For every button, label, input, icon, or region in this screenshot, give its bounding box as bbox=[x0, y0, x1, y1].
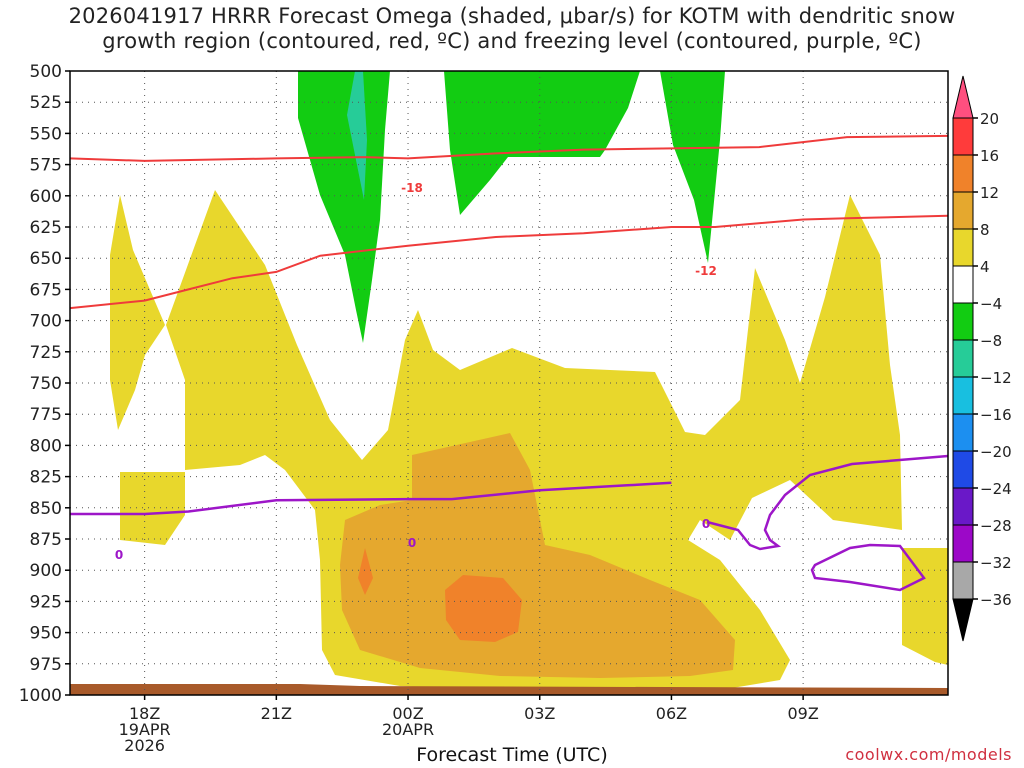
frz-label-3: 0 bbox=[702, 517, 710, 531]
x-tick-label-00Z: 00Z bbox=[392, 704, 423, 723]
y-tick-label-950: 950 bbox=[30, 624, 62, 644]
colorbar-top-arrow bbox=[952, 75, 974, 119]
colorbar-label-13: −36 bbox=[980, 591, 1012, 609]
dgz-label-bg-18 bbox=[398, 181, 426, 195]
colorbar-swatch-2 bbox=[952, 154, 974, 193]
y-tick-label-700: 700 bbox=[30, 312, 62, 332]
y-axis: 500 525 550 575 600 625 650 675 700 725 750 775 800 8… bbox=[19, 62, 70, 706]
dgz-contour-minus18 bbox=[69, 134, 949, 162]
colorbar-swatch-8 bbox=[952, 376, 974, 415]
colorbar-label-0: 20 bbox=[980, 110, 999, 128]
freezing-level-loop-b bbox=[810, 543, 926, 592]
colorbar: 20 16 12 8 4 −4 −8 −12 −16 −20 −24 −28 −32 −36 bbox=[952, 75, 1012, 642]
y-tick-label-1000: 1000 bbox=[19, 686, 62, 706]
x-tick-label-03Z: 03Z bbox=[524, 704, 555, 723]
y-tick-label-650: 650 bbox=[30, 249, 62, 269]
colorbar-label-5: −4 bbox=[980, 295, 1002, 313]
y-tick-label-900: 900 bbox=[30, 561, 62, 581]
gridlines bbox=[70, 71, 948, 695]
x-tick-label-21Z: 21Z bbox=[261, 704, 292, 723]
y-tick-label-825: 825 bbox=[30, 468, 62, 488]
y-tick-label-975: 975 bbox=[30, 655, 62, 675]
y-tick-label-675: 675 bbox=[30, 280, 62, 300]
colorbar-swatch-1 bbox=[952, 117, 974, 156]
colorbar-swatch-10 bbox=[952, 450, 974, 489]
omega-band-4-8 bbox=[110, 190, 948, 690]
colorbar-label-3: 8 bbox=[980, 221, 990, 239]
colorbar-swatch-9 bbox=[952, 413, 974, 452]
title-line-2: growth region (contoured, red, ºC) and f… bbox=[102, 29, 922, 53]
y-tick-label-925: 925 bbox=[30, 592, 62, 612]
contour-labels: -18 -12 0 0 0 bbox=[115, 181, 720, 562]
y-tick-label-800: 800 bbox=[30, 436, 62, 456]
colorbar-label-4: 4 bbox=[980, 258, 990, 276]
y-tick-label-575: 575 bbox=[30, 156, 62, 176]
ground-band bbox=[70, 684, 948, 695]
colorbar-label-2: 12 bbox=[980, 184, 999, 202]
dgz-label-minus18: -18 bbox=[401, 181, 423, 195]
colorbar-bottom-arrow bbox=[952, 598, 974, 642]
colorbar-label-8: −16 bbox=[980, 406, 1012, 424]
colorbar-swatch-12 bbox=[952, 524, 974, 563]
colorbar-label-9: −20 bbox=[980, 443, 1012, 461]
x-axis-label: Forecast Time (UTC) bbox=[416, 744, 608, 766]
dgz-label-bg-12 bbox=[692, 264, 720, 278]
x-tick-label-06Z: 06Z bbox=[656, 704, 687, 723]
colorbar-label-6: −8 bbox=[980, 332, 1002, 350]
frz-label-1: 0 bbox=[115, 548, 123, 562]
colorbar-swatch-5 bbox=[952, 265, 974, 304]
colorbar-swatch-4 bbox=[952, 228, 974, 267]
y-tick-label-550: 550 bbox=[30, 124, 62, 144]
y-tick-label-850: 850 bbox=[30, 499, 62, 519]
colorbar-swatch-13 bbox=[952, 561, 974, 600]
y-tick-label-725: 725 bbox=[30, 343, 62, 363]
dgz-contour-minus12 bbox=[69, 214, 949, 310]
frz-label-2: 0 bbox=[408, 536, 416, 550]
x-tick-label-18Z: 18Z bbox=[129, 704, 160, 723]
credit-link[interactable]: coolwx.com/models bbox=[845, 745, 1012, 764]
omega-band-8-12 bbox=[340, 433, 735, 678]
x-tick-label-2026: 2026 bbox=[124, 736, 165, 755]
y-tick-label-875: 875 bbox=[30, 530, 62, 550]
colorbar-swatch-6 bbox=[952, 302, 974, 341]
y-tick-label-600: 600 bbox=[30, 187, 62, 207]
title-line-1: 2026041917 HRRR Forecast Omega (shaded, … bbox=[68, 4, 956, 28]
x-tick-label-20APR: 20APR bbox=[382, 720, 434, 739]
dgz-label-minus12: -12 bbox=[695, 264, 717, 278]
y-tick-label-525: 525 bbox=[30, 93, 62, 113]
omega-band-12-16-b bbox=[445, 575, 522, 642]
omega-band-neg4-neg8 bbox=[298, 71, 725, 343]
y-tick-label-625: 625 bbox=[30, 218, 62, 238]
y-tick-label-750: 750 bbox=[30, 374, 62, 394]
omega-band-12-16-a bbox=[358, 548, 373, 595]
colorbar-label-1: 16 bbox=[980, 147, 999, 165]
colorbar-swatch-3 bbox=[952, 191, 974, 230]
x-tick-label-19APR: 19APR bbox=[119, 720, 171, 739]
colorbar-swatch-7 bbox=[952, 339, 974, 378]
freezing-level-loop-a bbox=[706, 454, 949, 551]
colorbar-swatch-11 bbox=[952, 487, 974, 526]
colorbar-label-7: −12 bbox=[980, 369, 1012, 387]
colorbar-label-11: −28 bbox=[980, 517, 1012, 535]
y-tick-label-775: 775 bbox=[30, 405, 62, 425]
colorbar-label-12: −32 bbox=[980, 554, 1012, 572]
y-tick-label-500: 500 bbox=[30, 62, 62, 82]
x-tick-label-09Z: 09Z bbox=[787, 704, 818, 723]
colorbar-label-10: −24 bbox=[980, 480, 1012, 498]
freezing-level-contour bbox=[70, 481, 672, 516]
chart-title: 2026041917 HRRR Forecast Omega (shaded, … bbox=[0, 4, 1024, 54]
omega-band-neg8-neg12 bbox=[347, 71, 367, 200]
